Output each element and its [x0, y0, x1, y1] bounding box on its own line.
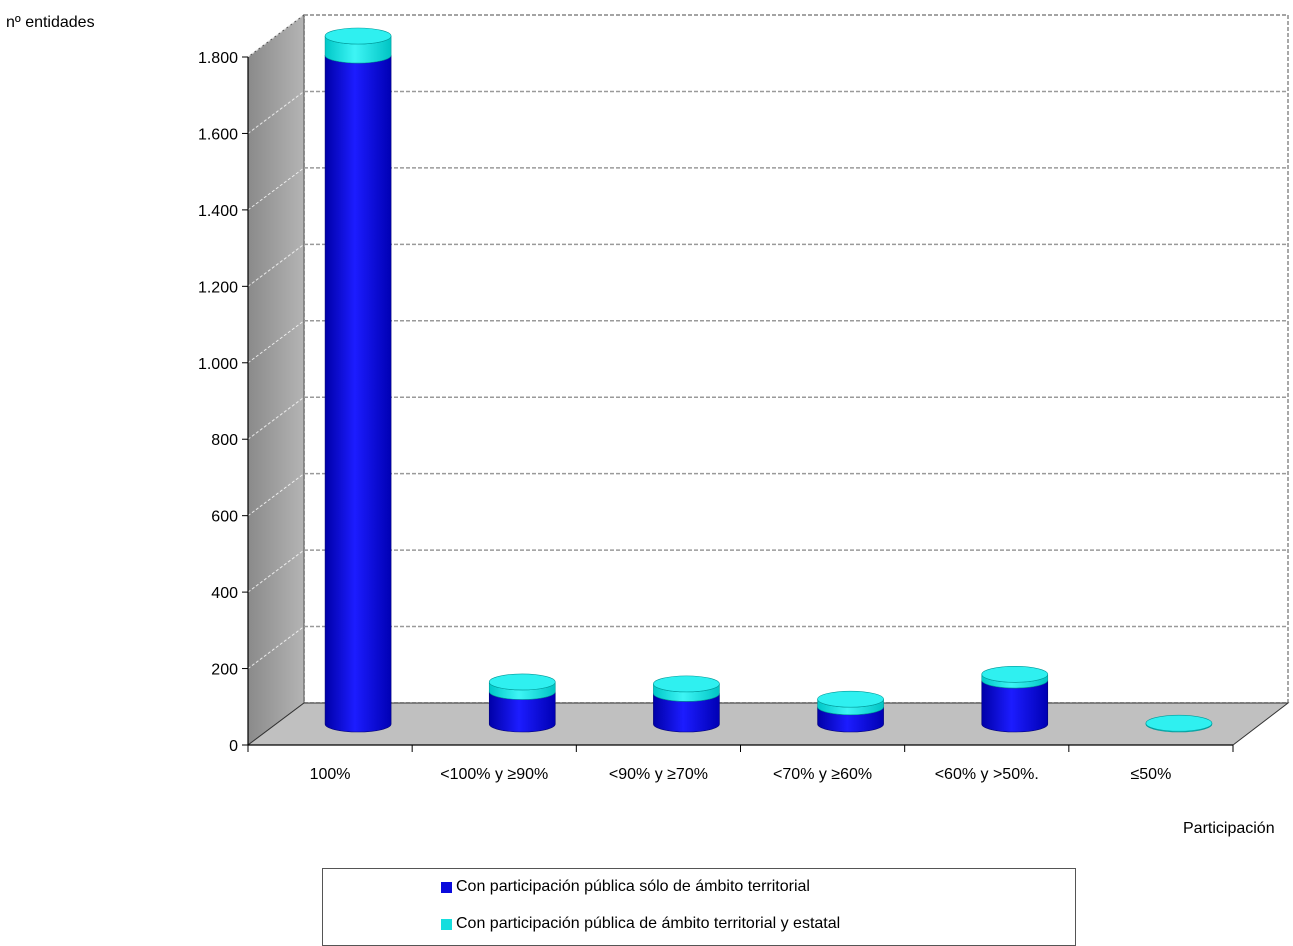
grid-line-diagonal — [247, 167, 305, 211]
back-wall — [303, 14, 1289, 704]
x-axis-label: Participación — [1183, 820, 1275, 837]
bar-top-cap — [981, 666, 1049, 683]
bar-stack — [324, 27, 392, 733]
grid-line-diagonal — [247, 626, 305, 669]
grid-line-diagonal — [247, 396, 305, 440]
bar-stack — [488, 673, 556, 733]
grid-line-diagonal — [247, 549, 305, 593]
legend: Con participación pública sólo de ámbito… — [322, 868, 1076, 946]
bar-stack — [981, 666, 1049, 733]
plot-frame — [246, 14, 1290, 746]
legend-swatch-territorial — [441, 881, 452, 893]
x-tick-label: <100% y ≥90% — [440, 766, 548, 783]
grid-line-diagonal — [247, 14, 305, 58]
bar-top-cap — [488, 673, 556, 691]
axes: 0 200 400 600 800 1.000 1.200 1.400 1.600 1.800 10… — [198, 50, 1234, 783]
floor — [246, 702, 1290, 746]
y-tick-label: 1.400 — [198, 203, 238, 220]
y-tick-label: 0 — [229, 738, 238, 755]
grid-line-diagonal — [247, 91, 305, 134]
x-tick-label: 100% — [310, 766, 351, 783]
legend-item-territorial: Con participación pública sólo de ámbito… — [441, 878, 810, 896]
bar-top-cap — [653, 675, 720, 693]
y-axis-label: nº entidades — [6, 14, 95, 31]
grid-line-diagonal — [247, 320, 305, 364]
bar-top-cap — [324, 27, 392, 45]
legend-label-territorial: Con participación pública sólo de ámbito… — [456, 878, 810, 895]
legend-label-territorial-estatal: Con participación pública de ámbito terr… — [456, 915, 841, 932]
y-tick-label: 400 — [211, 585, 238, 602]
y-tick-label: 1.200 — [198, 279, 238, 296]
y-tick-label: 1.000 — [198, 356, 238, 373]
y-tick-label: 600 — [211, 509, 238, 526]
y-tick-label: 800 — [211, 432, 238, 449]
bar-stack — [817, 690, 884, 733]
legend-swatch-territorial-estatal — [441, 918, 452, 930]
grid-line-diagonal — [247, 473, 305, 517]
x-tick-label: <70% y ≥60% — [773, 766, 872, 783]
y-tick-label: 1.800 — [198, 50, 238, 67]
x-tick-label: ≤50% — [1131, 766, 1172, 783]
side-wall — [247, 14, 305, 746]
x-tick-label: <60% y >50%. — [935, 766, 1039, 783]
bar-territorial — [324, 55, 392, 733]
y-tick-label: 1.600 — [198, 126, 238, 143]
grid-lines — [247, 14, 1288, 669]
y-tick-label: 200 — [211, 662, 238, 679]
bars — [324, 27, 1213, 733]
bar-top-cap — [817, 690, 884, 708]
legend-item-territorial-estatal: Con participación pública de ámbito terr… — [441, 915, 840, 933]
bar-top-cap — [1145, 714, 1213, 732]
grid-line-diagonal — [247, 243, 305, 287]
bar-stack — [1145, 714, 1213, 733]
bar-stack — [653, 675, 720, 733]
x-tick-label: <90% y ≥70% — [609, 766, 708, 783]
